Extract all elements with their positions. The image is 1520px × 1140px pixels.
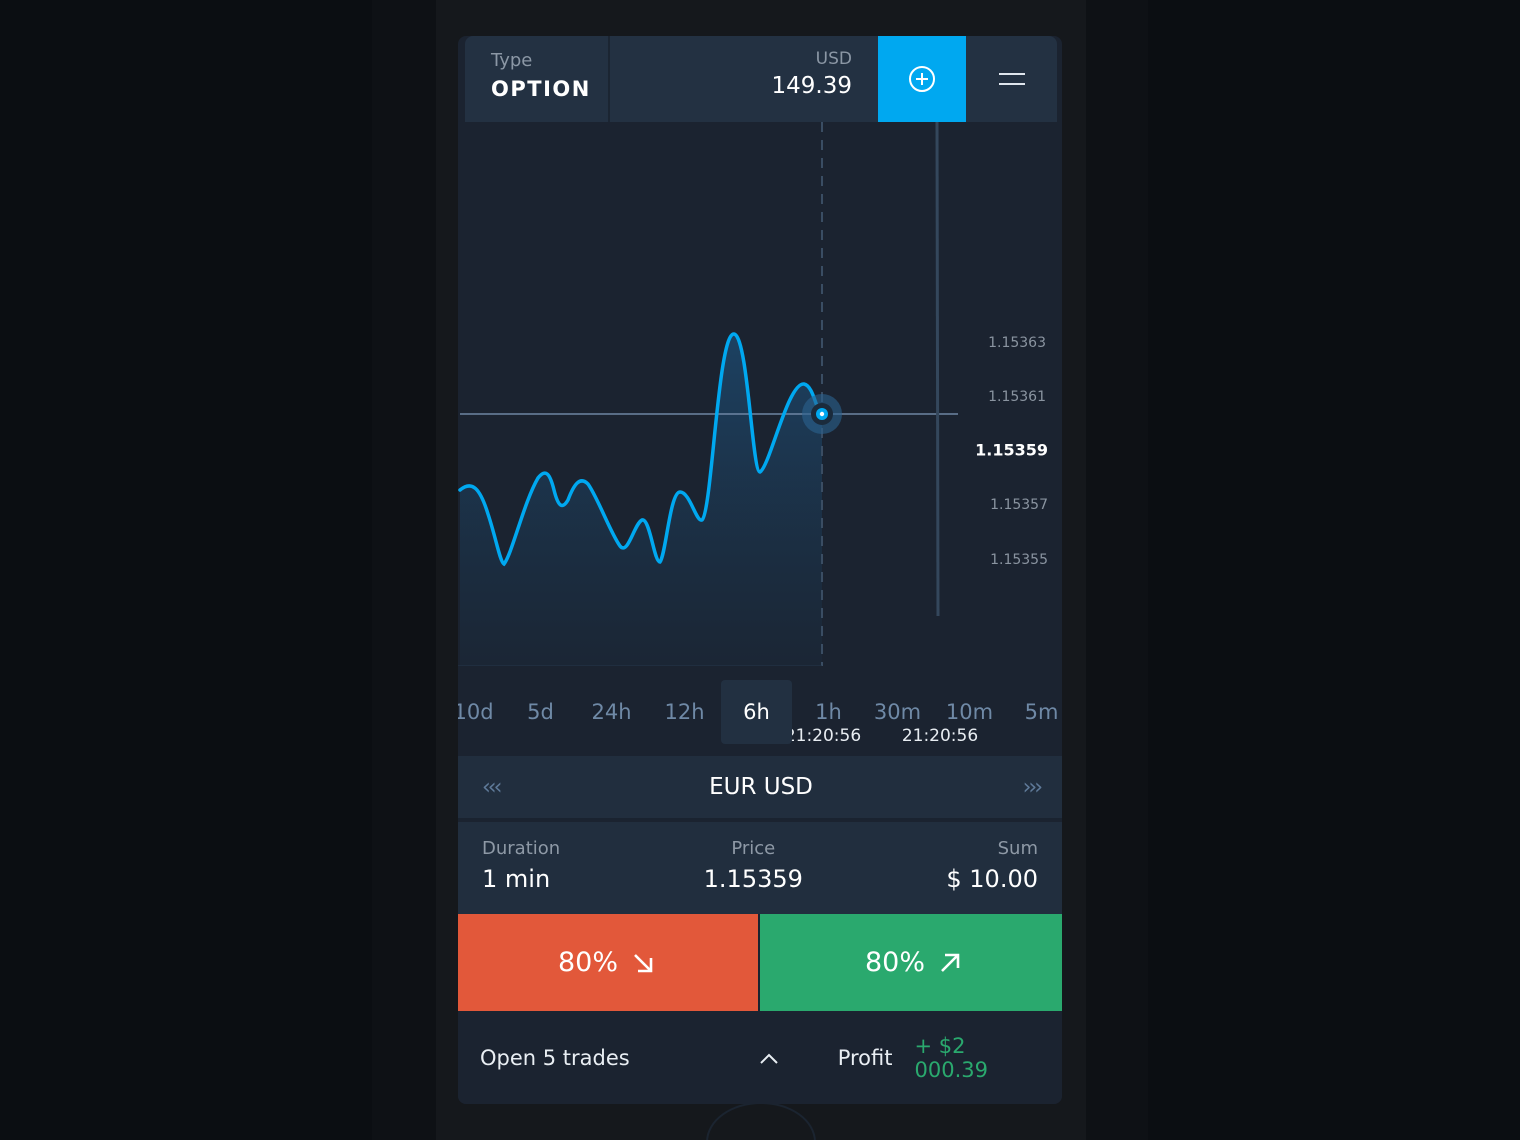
timeframe-tabs: 10d 5d 24h 12h 6h 1h 30m 10m 5m: [458, 680, 1062, 756]
y-axis-label: 1.15357: [990, 497, 1048, 513]
sum-label: Sum: [997, 838, 1038, 859]
type-value: OPTION: [491, 77, 591, 101]
tab-30m[interactable]: 30m: [873, 700, 922, 724]
tab-24h[interactable]: 24h: [591, 700, 632, 724]
chart-canvas: [458, 122, 958, 666]
tab-1h[interactable]: 1h: [815, 700, 842, 724]
add-funds-button[interactable]: [878, 36, 966, 122]
profit-value: + $2 000.39: [914, 1033, 988, 1082]
price-field: Price 1.15359: [704, 838, 803, 914]
option-type-selector[interactable]: Type OPTION: [465, 36, 610, 122]
tab-10d[interactable]: 10d: [458, 700, 494, 724]
put-down-button[interactable]: 80%: [458, 914, 760, 1011]
sum-value: $ 10.00: [946, 865, 1038, 893]
price-line: [458, 332, 824, 567]
chevron-up-icon: [760, 1053, 778, 1064]
hamburger-menu-icon: [998, 73, 1025, 85]
balance-value: 149.39: [771, 73, 852, 99]
call-up-button[interactable]: 80%: [760, 914, 1062, 1011]
pair-name: EUR USD: [709, 774, 813, 800]
y-axis-label: 1.15355: [990, 552, 1048, 568]
arrow-up-right-icon: [941, 953, 960, 972]
trade-buttons: 80% 80%: [458, 914, 1062, 1011]
app-header: Type OPTION USD 149.39: [465, 36, 1057, 122]
current-price-label: 1.15359: [975, 440, 1048, 460]
menu-button[interactable]: [966, 36, 1057, 122]
profit-label: Profit: [837, 1045, 893, 1070]
deadline-line: [935, 122, 940, 617]
trade-params: Duration 1 min Price 1.15359 Sum $ 10.00: [458, 822, 1062, 914]
tab-5d[interactable]: 5d: [527, 700, 554, 724]
triple-chevron-right-icon[interactable]: ›››: [1022, 774, 1043, 800]
duration-value: 1 min: [482, 865, 551, 893]
price-chart[interactable]: 1.15363 1.15361 1.15359 1.15357 1.15355 …: [458, 122, 1062, 746]
currency-pair-selector: ‹‹‹ EUR USD ›››: [458, 756, 1062, 820]
tab-6h[interactable]: 6h: [721, 680, 792, 744]
y-axis-label: 1.15363: [988, 335, 1046, 351]
triple-chevron-left-icon[interactable]: ‹‹‹: [482, 774, 502, 800]
plus-circle-icon: [909, 66, 935, 92]
time-label-expiry: 21:20:56: [901, 726, 979, 746]
price-label: Price: [731, 838, 776, 859]
open-trades-link[interactable]: Open 5 trades: [480, 1045, 630, 1070]
arrow-down-right-icon: [634, 953, 653, 972]
tab-12h[interactable]: 12h: [664, 700, 705, 724]
trades-footer: Open 5 trades Profit + $2 000.39: [458, 1011, 1062, 1104]
duration-field[interactable]: Duration 1 min: [482, 838, 560, 914]
price-value: 1.15359: [703, 865, 803, 893]
balance-currency: USD: [815, 49, 852, 69]
tab-10m[interactable]: 10m: [945, 700, 994, 724]
tab-5m[interactable]: 5m: [1024, 700, 1059, 724]
down-payout: 80%: [557, 947, 618, 978]
balance: USD 149.39: [610, 36, 878, 122]
sum-field[interactable]: Sum $ 10.00: [946, 838, 1038, 914]
y-axis-label: 1.15361: [988, 389, 1046, 405]
duration-label: Duration: [482, 838, 561, 859]
up-payout: 80%: [864, 947, 925, 978]
chart-area: [460, 333, 822, 666]
time-label-current: 21:20:56: [784, 726, 862, 746]
type-label: Type: [491, 50, 533, 71]
expand-trades-button[interactable]: [740, 1052, 797, 1064]
trading-app: Type OPTION USD 149.39: [458, 36, 1062, 1104]
